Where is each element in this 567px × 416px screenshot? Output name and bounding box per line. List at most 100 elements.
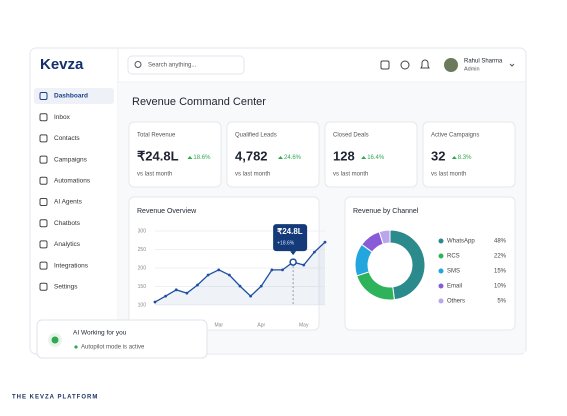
legend-value: 15% (494, 269, 507, 275)
page-title: Revenue Command Center (132, 96, 266, 108)
nav-active (34, 88, 114, 104)
nav-item[interactable]: AI Agents (54, 199, 83, 206)
kpi-label: Closed Deals (333, 133, 369, 139)
card-title: Revenue by Channel (353, 208, 419, 215)
trend-arrow (187, 156, 193, 159)
icon-button[interactable] (380, 60, 390, 70)
card (344, 196, 516, 331)
trend-arrow (451, 156, 457, 159)
point (312, 250, 316, 254)
nav-icon (39, 92, 48, 100)
logo: Kevza (40, 56, 84, 73)
legend-value: 5% (497, 299, 506, 305)
nav-item[interactable]: Inbox (54, 114, 71, 121)
hover-point (289, 258, 297, 266)
nav-item[interactable]: Integrations (54, 262, 89, 269)
card (128, 196, 320, 331)
kpi-note: vs last month (431, 172, 466, 178)
kpi-value: 32 (431, 148, 445, 163)
kpi-label: Active Campaigns (431, 133, 479, 139)
nav-item[interactable]: Settings (54, 284, 78, 291)
y-tick-label: 150 (138, 284, 147, 290)
tooltip (273, 224, 308, 252)
toast (36, 319, 208, 359)
point (185, 291, 189, 295)
legend-swatch (438, 253, 444, 259)
kpi-label: Qualified Leads (235, 133, 277, 139)
legend-value: 10% (494, 284, 507, 290)
nav-item[interactable]: Contacts (54, 135, 80, 142)
tooltip-tail (290, 251, 297, 256)
search-placeholder: Search anything... (148, 63, 197, 69)
nav-item[interactable]: Campaigns (54, 156, 88, 163)
kpi-card (226, 121, 320, 188)
search-box[interactable] (127, 55, 245, 75)
nav-item[interactable]: Chatbots (54, 220, 81, 227)
nav-icon (39, 176, 48, 185)
nav-item[interactable]: Automations (54, 178, 91, 185)
avatar[interactable] (444, 58, 458, 72)
legend-swatch (438, 298, 444, 304)
user-role: Admin (464, 66, 480, 72)
legend-label: Others (447, 299, 465, 305)
search-icon (134, 61, 142, 68)
legend-label: SMS (447, 269, 460, 275)
legend-label: WhatsApp (447, 239, 475, 245)
kpi-value: 4,782 (235, 148, 268, 163)
kpi-change: 18.6% (193, 155, 211, 161)
kpi-change: 8.3% (458, 155, 472, 161)
point (249, 294, 253, 298)
status-dot (51, 336, 59, 344)
point (217, 268, 221, 272)
kpi-card (422, 121, 516, 188)
notification-icon[interactable] (420, 59, 430, 69)
donut-segment (378, 229, 391, 245)
nav-icon (39, 155, 48, 164)
legend-label: RCS (447, 254, 460, 260)
kpi-value: 128 (333, 148, 355, 163)
area (155, 242, 325, 305)
point (153, 300, 157, 304)
point (281, 268, 284, 272)
kpi-change: 24.6% (284, 155, 302, 161)
kpi-note: vs last month (137, 172, 172, 178)
icon-button[interactable] (400, 60, 410, 70)
nav-icon (39, 113, 48, 122)
y-tick-label: 100 (138, 302, 147, 308)
status-bullet (74, 345, 78, 349)
nav-icon (39, 219, 48, 228)
legend-value: 22% (494, 254, 507, 260)
kpi-value: ₹24.8L (137, 148, 179, 163)
kpi-card (128, 121, 222, 188)
y-tick-label: 200 (138, 265, 147, 271)
y-tick-label: 300 (138, 228, 147, 234)
user-name: Rahul Sharma (464, 59, 503, 65)
nav-item[interactable]: Dashboard (54, 93, 88, 100)
kpi-label: Total Revenue (137, 133, 176, 139)
toast-title: AI Working for you (73, 330, 127, 337)
nav-item[interactable]: Analytics (54, 241, 81, 248)
x-tick-label: Apr (257, 322, 265, 328)
kpi-change: 16.4% (367, 155, 385, 161)
point (174, 288, 178, 292)
legend-label: Email (447, 284, 462, 290)
dropdown-caret[interactable] (509, 63, 515, 67)
kpi-note: vs last month (235, 172, 270, 178)
point (227, 273, 231, 277)
point (302, 263, 306, 267)
legend-swatch (438, 283, 444, 289)
nav-icon (39, 134, 48, 143)
nav-icon (39, 282, 48, 291)
point (196, 283, 199, 287)
toast-status: Autopilot mode is active (81, 345, 145, 351)
point (164, 294, 168, 298)
tooltip-value: ₹24.8L (277, 227, 303, 236)
nav-icon (39, 240, 48, 249)
y-tick-label: 250 (138, 247, 147, 253)
nav-icon (39, 198, 48, 206)
point (206, 273, 210, 277)
point (238, 284, 242, 288)
point (270, 268, 274, 272)
nav-icon (39, 261, 48, 270)
